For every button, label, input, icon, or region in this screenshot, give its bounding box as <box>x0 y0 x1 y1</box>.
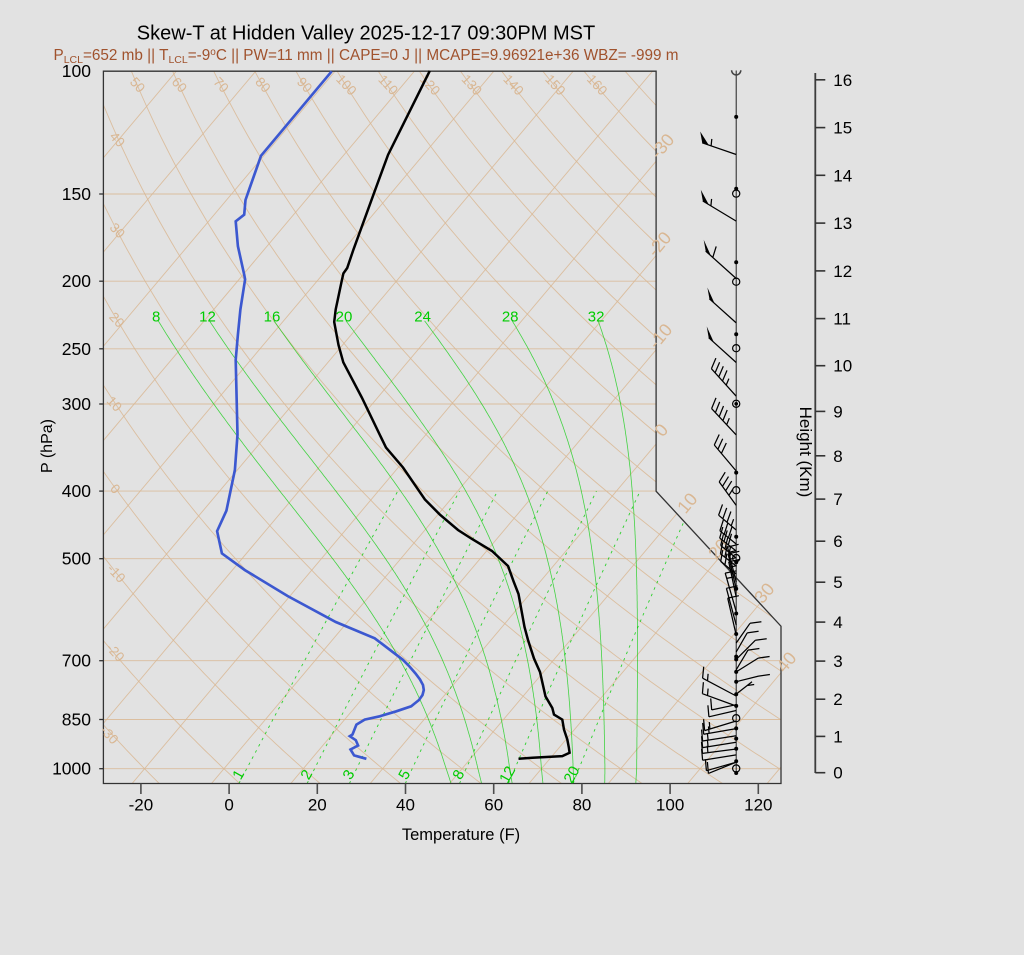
svg-text:200: 200 <box>62 271 91 291</box>
svg-text:400: 400 <box>62 481 91 501</box>
svg-text:PLCL=652 mb || TLCL=-9oC || PW: PLCL=652 mb || TLCL=-9oC || PW=11 mm || … <box>53 47 678 66</box>
svg-text:300: 300 <box>62 394 91 414</box>
svg-text:8: 8 <box>833 447 842 466</box>
svg-text:40: 40 <box>107 129 128 150</box>
svg-text:700: 700 <box>62 651 91 671</box>
svg-text:7: 7 <box>833 490 842 509</box>
svg-text:-20: -20 <box>129 796 154 815</box>
svg-text:15: 15 <box>833 119 852 138</box>
svg-text:20: 20 <box>106 309 127 330</box>
svg-text:100: 100 <box>656 796 684 815</box>
svg-text:12: 12 <box>833 262 852 281</box>
svg-text:30: 30 <box>107 220 128 241</box>
svg-text:3: 3 <box>833 652 842 671</box>
svg-text:20: 20 <box>336 309 353 326</box>
svg-text:16: 16 <box>833 71 852 90</box>
svg-text:12: 12 <box>199 309 216 326</box>
svg-text:90: 90 <box>294 74 315 95</box>
svg-text:100: 100 <box>62 61 91 81</box>
svg-text:80: 80 <box>572 796 591 815</box>
svg-text:6: 6 <box>833 532 842 551</box>
svg-text:2: 2 <box>833 690 842 709</box>
svg-text:150: 150 <box>62 184 91 204</box>
svg-text:13: 13 <box>833 214 852 233</box>
svg-text:4: 4 <box>833 613 842 632</box>
svg-text:9: 9 <box>833 402 842 421</box>
svg-text:11: 11 <box>833 310 851 329</box>
svg-text:10: 10 <box>833 357 852 376</box>
svg-text:10: 10 <box>104 393 125 414</box>
svg-text:1: 1 <box>833 727 842 746</box>
svg-text:32: 32 <box>588 309 605 326</box>
svg-text:50: 50 <box>127 74 148 95</box>
svg-text:60: 60 <box>169 74 190 95</box>
svg-text:0: 0 <box>224 796 233 815</box>
svg-text:28: 28 <box>502 309 519 326</box>
svg-text:20: 20 <box>560 763 583 786</box>
svg-text:Height (Km): Height (Km) <box>796 407 815 498</box>
svg-text:8: 8 <box>152 309 160 326</box>
svg-text:1000: 1000 <box>52 759 91 779</box>
svg-text:0: 0 <box>833 764 842 783</box>
svg-text:60: 60 <box>484 796 503 815</box>
svg-text:70: 70 <box>210 74 231 95</box>
svg-text:250: 250 <box>62 339 91 359</box>
svg-text:24: 24 <box>414 309 431 326</box>
svg-text:80: 80 <box>252 74 273 95</box>
svg-text:5: 5 <box>833 573 842 592</box>
svg-text:14: 14 <box>833 166 852 185</box>
svg-text:850: 850 <box>62 710 91 730</box>
svg-text:40: 40 <box>396 796 415 815</box>
svg-text:16: 16 <box>264 309 281 326</box>
svg-text:Skew-T at Hidden Valley 2025-1: Skew-T at Hidden Valley 2025-12-17 09:30… <box>137 23 595 45</box>
svg-text:Temperature (F): Temperature (F) <box>402 826 520 844</box>
svg-text:20: 20 <box>308 796 327 815</box>
svg-text:500: 500 <box>62 549 91 569</box>
svg-text:P (hPa): P (hPa) <box>39 419 56 473</box>
svg-text:12: 12 <box>496 763 519 786</box>
svg-text:120: 120 <box>744 796 772 815</box>
